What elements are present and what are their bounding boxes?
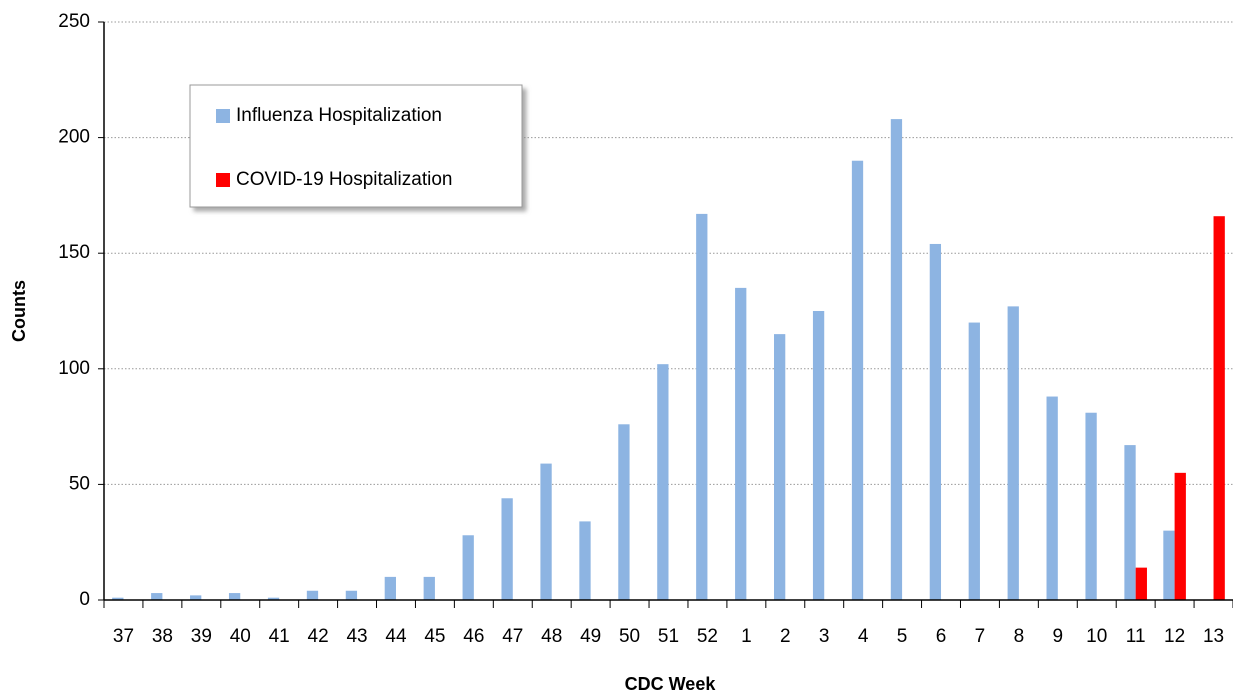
bar	[384, 576, 396, 600]
y-tick-label: 100	[58, 358, 90, 379]
bar	[1085, 412, 1097, 600]
legend-swatch	[216, 109, 230, 123]
x-tick-label: 48	[541, 626, 562, 647]
x-tick-label: 5	[897, 626, 908, 647]
bar	[774, 334, 786, 600]
bar	[579, 521, 591, 600]
y-tick-label: 250	[58, 11, 90, 32]
x-tick-label: 50	[619, 626, 640, 647]
bar	[1135, 567, 1147, 600]
bar	[501, 498, 513, 600]
bar	[929, 243, 942, 600]
bar	[306, 590, 319, 600]
x-tick-label: 6	[936, 626, 947, 647]
x-tick-label: 52	[697, 626, 718, 647]
bar	[968, 322, 980, 600]
x-tick-label: 43	[346, 626, 367, 647]
bar	[190, 595, 202, 600]
bar	[890, 119, 903, 600]
bar	[1213, 216, 1225, 600]
y-tick-label: 150	[58, 242, 90, 263]
y-tick-label: 50	[69, 473, 90, 494]
x-tick-label: 3	[819, 626, 830, 647]
bar	[1007, 306, 1019, 600]
x-tick-label: 51	[658, 626, 679, 647]
legend-swatch	[216, 173, 230, 187]
x-tick-label: 12	[1164, 626, 1185, 647]
bar	[618, 424, 630, 600]
x-tick-label: 41	[269, 626, 290, 647]
bar	[735, 287, 747, 600]
y-tick-label: 0	[79, 589, 90, 610]
bar	[1163, 530, 1175, 600]
x-tick-label: 42	[308, 626, 329, 647]
bar	[1046, 396, 1058, 600]
x-tick-label: 39	[191, 626, 212, 647]
x-tick-label: 47	[502, 626, 523, 647]
bar	[657, 364, 669, 600]
x-tick-label: 45	[424, 626, 445, 647]
bar	[1174, 472, 1186, 600]
x-tick-label: 9	[1053, 626, 1064, 647]
x-tick-label: 44	[385, 626, 407, 647]
legend-label: COVID-19 Hospitalization	[236, 169, 452, 190]
bar	[112, 597, 124, 600]
bar	[345, 590, 358, 600]
bar	[267, 597, 280, 600]
x-tick-label: 13	[1203, 626, 1224, 647]
x-tick-label: 38	[152, 626, 173, 647]
legend-label: Influenza Hospitalization	[236, 105, 442, 126]
bar	[540, 463, 552, 600]
y-tick-label: 200	[58, 127, 90, 148]
x-tick-label: 1	[741, 626, 752, 647]
x-axis-label: CDC Week	[625, 674, 717, 694]
x-tick-label: 11	[1126, 626, 1146, 647]
bar	[812, 311, 825, 600]
bar	[851, 160, 864, 600]
x-tick-label: 8	[1014, 626, 1025, 647]
bar	[423, 576, 435, 600]
y-axis-label: Counts	[9, 280, 29, 342]
x-tick-label: 49	[580, 626, 601, 647]
legend: Influenza Hospitalization COVID-19 Hospit…	[189, 84, 523, 208]
legend-box	[189, 84, 523, 208]
x-tick-label: 2	[780, 626, 791, 647]
bar	[1124, 445, 1136, 600]
bar	[462, 535, 474, 600]
x-tick-label: 4	[858, 626, 869, 647]
bar	[228, 593, 241, 600]
x-tick-label: 46	[463, 626, 484, 647]
x-tick-label: 10	[1086, 626, 1107, 647]
x-tick-label: 40	[230, 626, 251, 647]
x-tick-label: 7	[975, 626, 986, 647]
bar	[696, 213, 708, 600]
bar	[151, 593, 163, 600]
x-tick-label: 37	[113, 626, 134, 647]
